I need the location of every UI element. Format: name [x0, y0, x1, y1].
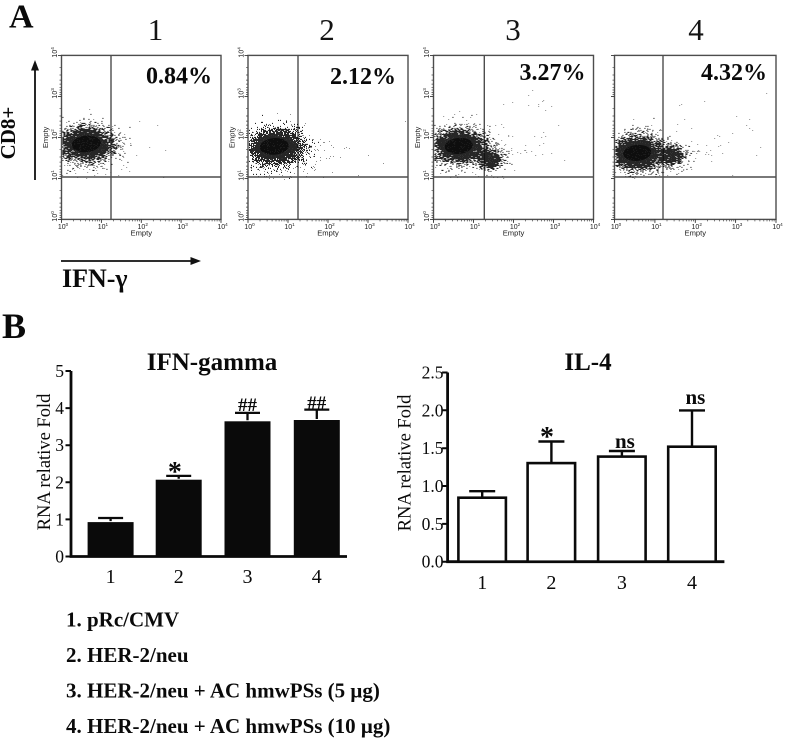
svg-text:101: 101 — [50, 170, 59, 181]
svg-text:103: 103 — [50, 88, 59, 99]
svg-text:101: 101 — [237, 170, 246, 181]
svg-text:2.12%: 2.12% — [330, 64, 396, 90]
svg-text:1.0: 1.0 — [422, 476, 444, 496]
svg-text:103: 103 — [364, 222, 375, 231]
svg-text:4: 4 — [312, 566, 322, 588]
svg-text:3.27%: 3.27% — [520, 60, 586, 86]
svg-text:100: 100 — [422, 211, 431, 222]
svg-text:5: 5 — [55, 361, 64, 381]
svg-text:1: 1 — [477, 572, 487, 594]
svg-text:100: 100 — [244, 222, 255, 231]
svg-text:RNA relative Fold: RNA relative Fold — [35, 393, 55, 530]
svg-text:ns: ns — [685, 385, 705, 409]
svg-text:Empty: Empty — [131, 228, 153, 237]
svg-text:2: 2 — [546, 572, 556, 594]
svg-text:2: 2 — [174, 566, 184, 588]
svg-text:104: 104 — [217, 222, 228, 231]
svg-text:IFN-gamma: IFN-gamma — [147, 349, 278, 376]
svg-text:B: B — [2, 306, 26, 346]
svg-text:100: 100 — [430, 222, 441, 231]
svg-text:103: 103 — [237, 88, 246, 99]
svg-text:2.5: 2.5 — [422, 363, 444, 383]
svg-text:##: ## — [307, 393, 327, 414]
svg-text:1: 1 — [148, 12, 164, 47]
svg-text:3: 3 — [55, 435, 64, 455]
svg-text:101: 101 — [470, 222, 481, 231]
svg-text:1. pRc/CMV: 1. pRc/CMV — [66, 607, 179, 631]
svg-text:101: 101 — [284, 222, 295, 231]
svg-text:3: 3 — [243, 566, 253, 588]
svg-text:IFN-γ: IFN-γ — [62, 264, 128, 293]
svg-text:101: 101 — [98, 222, 109, 231]
svg-text:2: 2 — [319, 12, 335, 47]
svg-text:103: 103 — [732, 222, 743, 231]
svg-text:100: 100 — [58, 222, 69, 231]
svg-text:102: 102 — [692, 222, 703, 231]
svg-text:A: A — [9, 0, 34, 36]
svg-text:Empty: Empty — [685, 228, 707, 237]
svg-text:2.0: 2.0 — [422, 400, 444, 420]
svg-text:*: * — [168, 457, 182, 488]
svg-text:0.84%: 0.84% — [146, 64, 212, 90]
svg-text:103: 103 — [550, 222, 561, 231]
svg-text:Empty: Empty — [413, 126, 422, 148]
svg-text:103: 103 — [177, 222, 188, 231]
svg-text:100: 100 — [611, 222, 622, 231]
svg-text:102: 102 — [237, 129, 246, 140]
svg-text:##: ## — [238, 395, 258, 416]
svg-text:RNA relative Fold: RNA relative Fold — [396, 394, 416, 531]
svg-text:1: 1 — [106, 566, 116, 588]
svg-text:Empty: Empty — [228, 126, 237, 148]
svg-text:101: 101 — [651, 222, 662, 231]
svg-text:102: 102 — [510, 222, 521, 231]
svg-text:Empty: Empty — [503, 228, 525, 237]
svg-text:102: 102 — [422, 129, 431, 140]
svg-text:*: * — [540, 422, 554, 453]
svg-text:104: 104 — [772, 222, 783, 231]
svg-text:100: 100 — [50, 211, 59, 222]
svg-text:3: 3 — [505, 12, 521, 47]
svg-text:104: 104 — [590, 222, 601, 231]
svg-text:0.0: 0.0 — [422, 552, 444, 572]
svg-text:4: 4 — [688, 12, 704, 47]
svg-text:104: 104 — [237, 47, 246, 58]
svg-text:3: 3 — [617, 572, 627, 594]
svg-text:104: 104 — [422, 47, 431, 58]
svg-text:CD8+: CD8+ — [0, 107, 20, 160]
svg-text:4.32%: 4.32% — [701, 60, 767, 86]
svg-text:Empty: Empty — [317, 228, 339, 237]
svg-text:4: 4 — [55, 398, 64, 418]
svg-text:1: 1 — [55, 509, 64, 529]
svg-text:2: 2 — [55, 472, 64, 492]
svg-text:ns: ns — [615, 429, 635, 453]
svg-text:101: 101 — [422, 170, 431, 181]
svg-text:IL-4: IL-4 — [564, 349, 612, 376]
svg-text:104: 104 — [404, 222, 415, 231]
svg-text:102: 102 — [138, 222, 149, 231]
svg-text:102: 102 — [50, 129, 59, 140]
svg-text:103: 103 — [422, 88, 431, 99]
svg-text:1.5: 1.5 — [422, 438, 444, 458]
svg-text:3. HER-2/neu + AC hmwPSs (5 μg: 3. HER-2/neu + AC hmwPSs (5 μg) — [66, 679, 380, 703]
svg-text:102: 102 — [324, 222, 335, 231]
svg-text:4. HER-2/neu + AC hmwPSs (10 μ: 4. HER-2/neu + AC hmwPSs (10 μg) — [66, 714, 390, 738]
svg-text:0: 0 — [55, 547, 64, 567]
svg-text:2. HER-2/neu: 2. HER-2/neu — [66, 643, 189, 667]
svg-text:104: 104 — [50, 47, 59, 58]
svg-text:4: 4 — [687, 572, 697, 594]
svg-text:100: 100 — [237, 211, 246, 222]
svg-text:0.5: 0.5 — [422, 514, 444, 534]
svg-text:Empty: Empty — [41, 126, 50, 148]
